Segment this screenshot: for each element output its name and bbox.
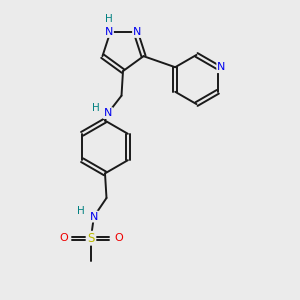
- Text: N: N: [133, 27, 141, 37]
- Text: N: N: [104, 108, 112, 118]
- Text: H: H: [105, 14, 113, 24]
- Text: O: O: [114, 233, 123, 243]
- Text: O: O: [59, 233, 68, 243]
- Text: H: H: [77, 206, 85, 216]
- Text: N: N: [90, 212, 98, 222]
- Text: N: N: [105, 27, 113, 37]
- Text: H: H: [92, 103, 99, 113]
- Text: S: S: [87, 232, 94, 245]
- Text: N: N: [217, 62, 226, 72]
